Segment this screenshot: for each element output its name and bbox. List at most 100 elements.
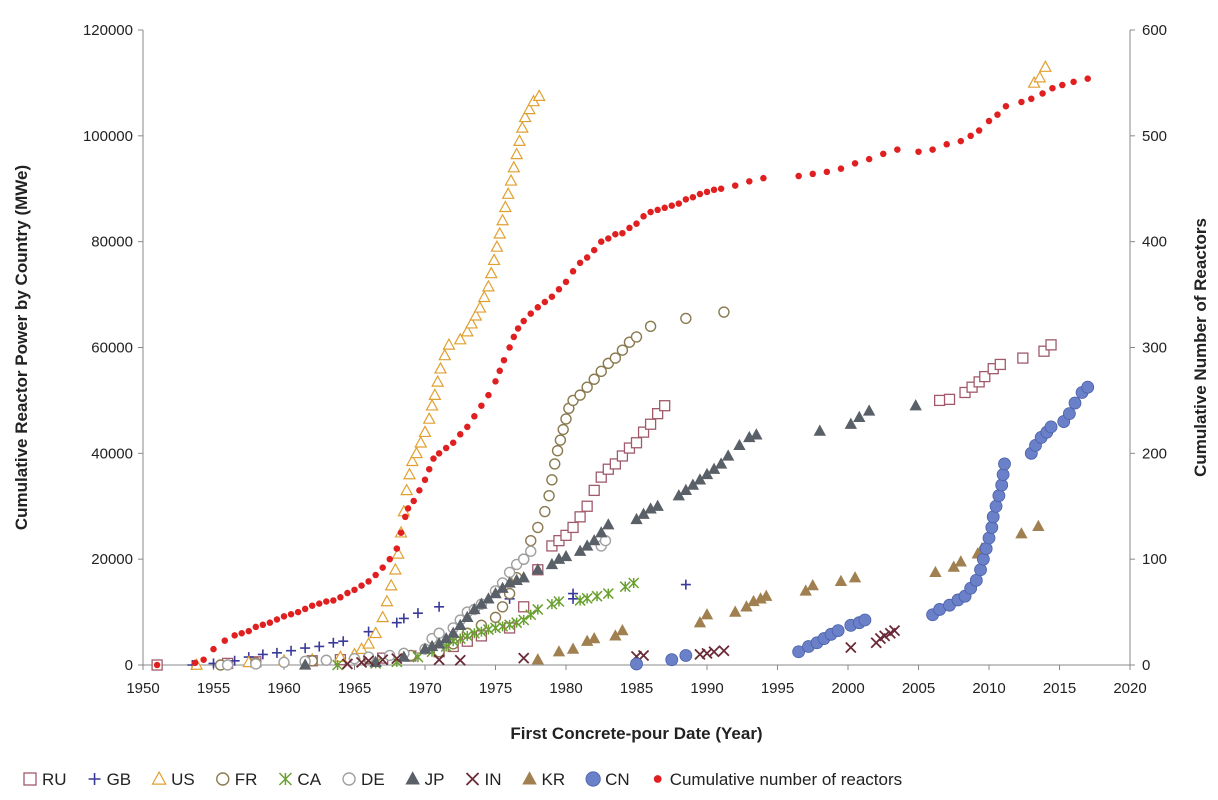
data-point <box>454 618 467 630</box>
data-point <box>679 649 693 662</box>
data-point <box>929 146 936 153</box>
data-point <box>710 186 718 194</box>
data-point <box>1084 75 1091 82</box>
data-point <box>651 499 664 511</box>
data-point <box>562 278 570 286</box>
data-point <box>507 160 521 173</box>
data-point <box>314 641 325 652</box>
data-point <box>478 402 485 409</box>
data-point <box>994 111 1001 118</box>
data-point <box>1038 345 1050 357</box>
data-point <box>567 521 579 534</box>
data-point <box>489 622 502 634</box>
data-point <box>675 200 683 207</box>
y-left-tick-label: 120000 <box>83 22 133 39</box>
data-point <box>554 434 567 446</box>
data-point <box>696 190 704 198</box>
data-point <box>795 172 802 180</box>
y-axis-right-title: Cumulative Number of Reactors <box>1191 218 1210 477</box>
data-point <box>1033 70 1047 83</box>
data-point <box>967 132 974 140</box>
data-point <box>506 344 513 351</box>
data-point <box>442 337 456 350</box>
data-point <box>531 653 544 665</box>
data-point <box>379 564 386 571</box>
data-point <box>595 365 607 378</box>
data-point <box>323 598 330 605</box>
legend-marker <box>88 773 101 785</box>
data-point <box>602 588 614 600</box>
data-point <box>792 645 806 659</box>
data-point <box>422 411 436 424</box>
data-point <box>845 641 857 654</box>
legend-marker <box>151 770 167 785</box>
data-point <box>894 146 901 153</box>
data-point <box>393 545 401 552</box>
x-tick-label: 2020 <box>1113 680 1146 697</box>
data-point <box>549 458 561 470</box>
legend-label: GB <box>107 770 132 789</box>
data-point <box>259 621 267 629</box>
data-point <box>431 374 445 387</box>
x-tick-label: 1995 <box>761 680 794 697</box>
data-point <box>915 148 922 155</box>
data-point <box>591 590 603 602</box>
data-point <box>760 174 767 182</box>
data-point <box>813 424 826 436</box>
data-point <box>616 624 629 636</box>
data-point <box>485 391 492 399</box>
data-point <box>975 127 983 134</box>
data-point <box>541 298 549 306</box>
legend-item: DE <box>342 770 385 789</box>
data-point <box>581 381 593 393</box>
data-point <box>729 605 742 617</box>
data-point <box>943 141 950 148</box>
data-point <box>404 505 412 512</box>
data-point <box>546 474 558 486</box>
data-point <box>680 579 691 590</box>
legend-item: CA <box>278 770 322 789</box>
series-jp <box>298 399 922 670</box>
x-tick-label: 1985 <box>620 680 653 697</box>
data-point <box>1070 78 1077 86</box>
series-ru <box>151 339 1057 671</box>
x-tick-label: 1955 <box>197 680 230 697</box>
data-point <box>490 239 504 252</box>
data-point <box>330 597 337 604</box>
data-point <box>266 619 274 626</box>
data-point <box>421 476 429 484</box>
legend-item: Cumulative number of reactors <box>653 770 902 789</box>
data-point <box>718 306 730 318</box>
data-point <box>619 581 631 593</box>
data-point <box>640 213 647 220</box>
data-point <box>934 394 946 407</box>
data-point <box>630 437 643 449</box>
data-point <box>659 400 671 412</box>
plot-area <box>151 60 1095 671</box>
data-point <box>616 344 629 356</box>
data-point <box>433 361 448 374</box>
x-tick-label: 2000 <box>831 680 864 697</box>
data-point <box>534 304 542 311</box>
data-point <box>500 356 508 364</box>
data-point <box>837 165 845 172</box>
data-point <box>402 513 409 521</box>
data-point <box>410 446 424 459</box>
data-point <box>543 489 555 502</box>
legend-label: FR <box>235 770 258 789</box>
data-point <box>527 310 534 317</box>
data-point <box>510 333 518 341</box>
data-point <box>501 187 515 199</box>
data-point <box>806 579 819 591</box>
data-point <box>714 457 728 469</box>
data-point <box>644 320 657 333</box>
data-point <box>532 603 544 615</box>
data-point <box>943 393 956 406</box>
data-point <box>566 642 580 654</box>
x-tick-label: 2010 <box>972 680 1005 697</box>
data-point <box>442 444 450 452</box>
data-point <box>703 188 711 196</box>
data-point <box>308 602 316 609</box>
data-point <box>461 630 473 642</box>
data-point <box>515 120 529 133</box>
